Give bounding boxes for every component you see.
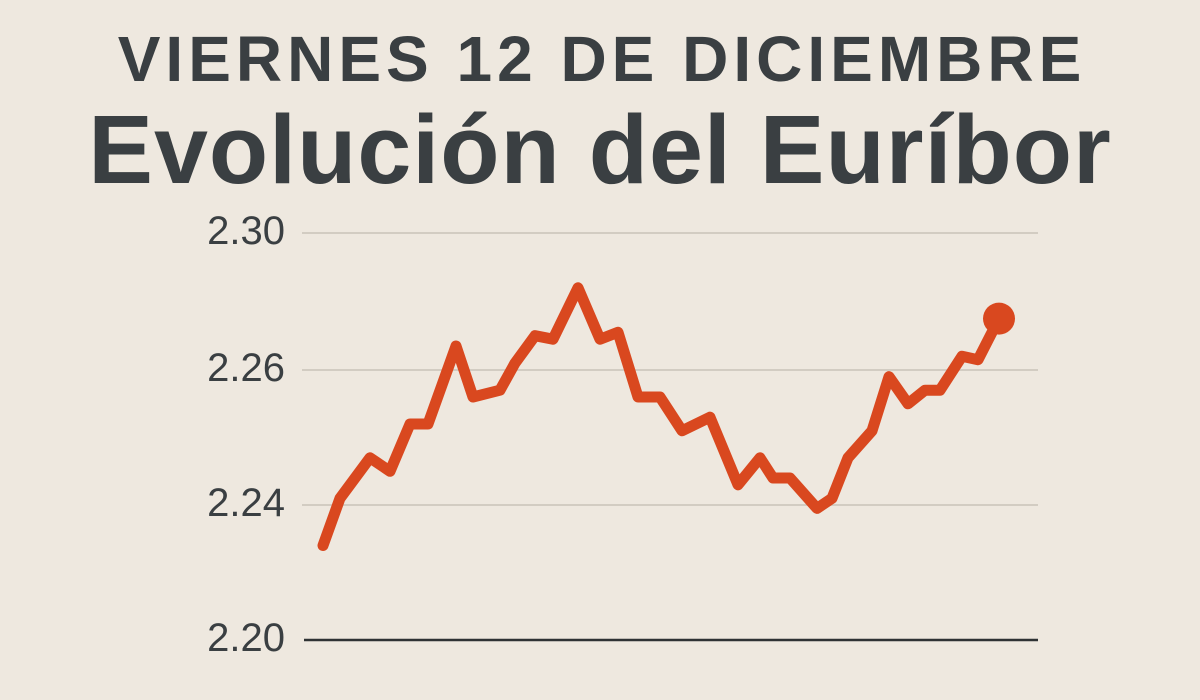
y-tick-label: 2.26 — [207, 346, 285, 390]
gridlines — [302, 232, 1038, 506]
chart-title: Evolución del Euríbor — [88, 95, 1112, 204]
y-tick-label: 2.24 — [207, 481, 285, 525]
chart-subtitle-date: VIERNES 12 DE DICIEMBRE — [117, 23, 1087, 95]
y-tick-label: 2.20 — [207, 616, 285, 660]
latest-value-marker — [983, 302, 1015, 335]
euribor-line — [317, 282, 1005, 551]
y-tick-label: 2.30 — [207, 209, 285, 253]
